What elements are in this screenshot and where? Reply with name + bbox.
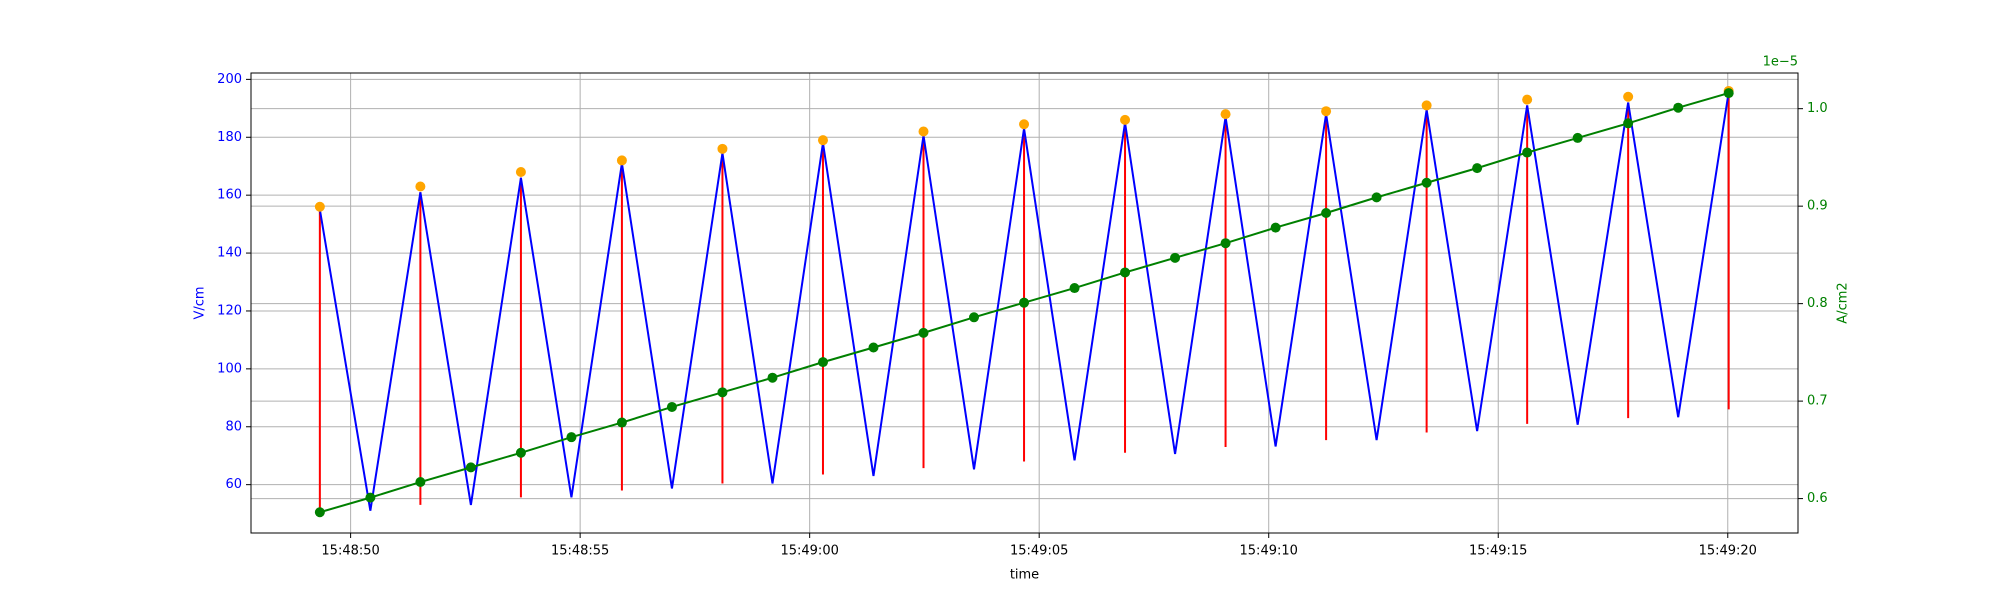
marker bbox=[1572, 132, 1583, 143]
point bbox=[1623, 91, 1634, 102]
y-tick-label: 120 bbox=[217, 303, 242, 318]
x-tick-label: 15:49:00 bbox=[780, 544, 838, 559]
marker bbox=[314, 507, 325, 518]
marker bbox=[566, 432, 577, 443]
y2-tick-label: 0.9 bbox=[1807, 199, 1828, 214]
marker bbox=[767, 372, 778, 383]
point bbox=[415, 181, 426, 192]
y-tick-label: 160 bbox=[217, 188, 242, 203]
point bbox=[616, 155, 627, 166]
point bbox=[314, 201, 325, 212]
y2-tick-label: 0.8 bbox=[1807, 296, 1828, 311]
marker bbox=[1421, 177, 1432, 188]
marker bbox=[1019, 297, 1030, 308]
marker bbox=[969, 312, 980, 323]
x-tick-label: 15:49:15 bbox=[1469, 544, 1527, 559]
marker bbox=[666, 401, 677, 412]
x-axis-label: time bbox=[1010, 568, 1039, 583]
plot-area bbox=[314, 85, 1734, 518]
point bbox=[1019, 119, 1030, 130]
y2-tick-label: 0.6 bbox=[1807, 491, 1828, 506]
point bbox=[1120, 114, 1131, 125]
y2-axis-label: A/cm2 bbox=[1836, 282, 1851, 323]
y-tick-label: 80 bbox=[225, 419, 242, 434]
y2-tick-label: 0.7 bbox=[1807, 394, 1828, 409]
point bbox=[1421, 100, 1432, 111]
marker bbox=[1120, 267, 1131, 278]
x-tick-label: 15:48:55 bbox=[551, 544, 609, 559]
marker bbox=[1371, 192, 1382, 203]
marker bbox=[616, 417, 627, 428]
point bbox=[817, 135, 828, 146]
x-tick-label: 15:48:50 bbox=[321, 544, 379, 559]
marker bbox=[717, 387, 728, 398]
marker bbox=[868, 342, 879, 353]
marker bbox=[1321, 207, 1332, 218]
marker bbox=[465, 462, 476, 473]
marker bbox=[1220, 238, 1231, 249]
marker bbox=[365, 492, 376, 503]
point bbox=[717, 143, 728, 154]
y2-offset-label: 1e−5 bbox=[1763, 55, 1798, 70]
marker bbox=[1472, 163, 1483, 174]
y-tick-label: 100 bbox=[217, 361, 242, 376]
point bbox=[918, 126, 929, 137]
marker bbox=[1522, 147, 1533, 158]
marker bbox=[1723, 88, 1734, 99]
point bbox=[1220, 109, 1231, 120]
y-tick-label: 60 bbox=[225, 477, 242, 492]
point bbox=[1522, 94, 1533, 105]
marker bbox=[1673, 102, 1684, 113]
point bbox=[1321, 106, 1332, 117]
x-tick-label: 15:49:20 bbox=[1699, 544, 1757, 559]
marker bbox=[1270, 222, 1281, 233]
y-axis-label: V/cm bbox=[193, 286, 208, 319]
y-tick-label: 200 bbox=[217, 72, 242, 87]
point bbox=[515, 167, 526, 178]
marker bbox=[1170, 252, 1181, 263]
marker bbox=[415, 477, 426, 488]
marker bbox=[918, 327, 929, 338]
plot-frame bbox=[250, 72, 1799, 534]
y-tick-label: 140 bbox=[217, 246, 242, 261]
y2-tick-label: 1.0 bbox=[1807, 101, 1828, 116]
y-tick-label: 180 bbox=[217, 130, 242, 145]
marker bbox=[817, 357, 828, 368]
x-tick-label: 15:49:10 bbox=[1240, 544, 1298, 559]
marker bbox=[515, 447, 526, 458]
x-tick-label: 15:49:05 bbox=[1010, 544, 1068, 559]
marker bbox=[1069, 283, 1080, 294]
marker bbox=[1623, 118, 1634, 129]
